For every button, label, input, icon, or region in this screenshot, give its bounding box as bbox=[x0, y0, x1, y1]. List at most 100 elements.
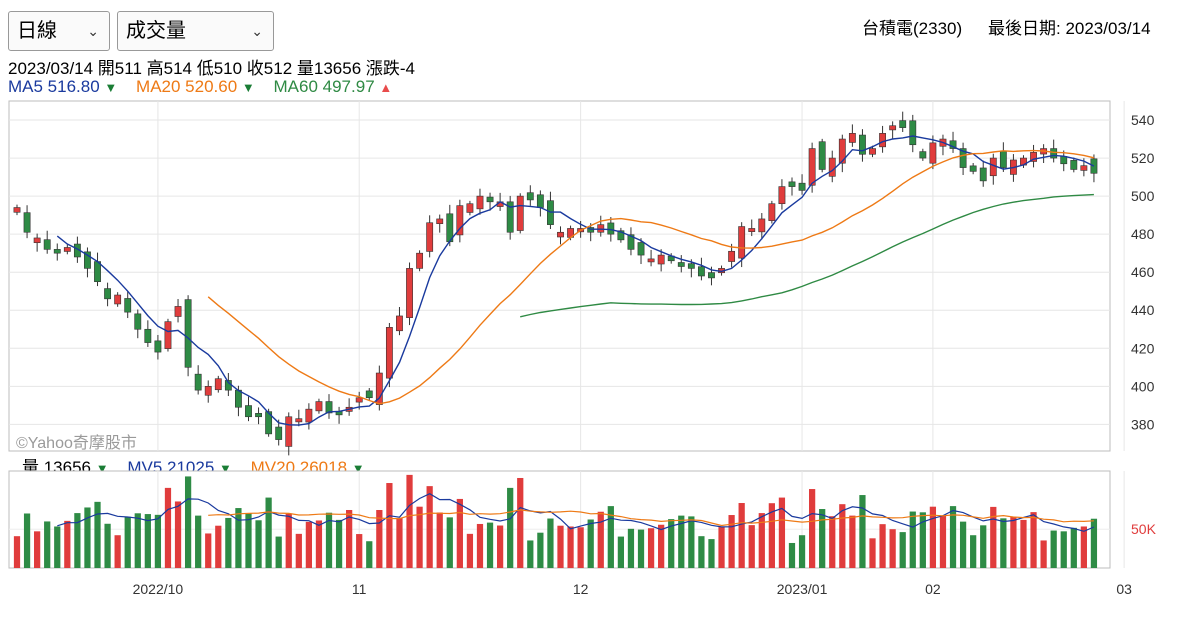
candle-body bbox=[194, 373, 202, 391]
volume-bar bbox=[486, 522, 494, 568]
candle-body bbox=[63, 247, 71, 252]
candle-body bbox=[869, 148, 876, 155]
volume-bar bbox=[225, 517, 232, 568]
volume-bar bbox=[809, 489, 816, 568]
volume-bar bbox=[195, 515, 202, 568]
volume-bar bbox=[285, 513, 292, 568]
volume-bar bbox=[305, 521, 312, 568]
candle-body bbox=[426, 222, 434, 252]
volume-bar bbox=[768, 503, 775, 568]
candle-body bbox=[315, 401, 323, 412]
volume-bar bbox=[990, 506, 997, 568]
candle-body bbox=[536, 194, 544, 208]
candle-body bbox=[778, 186, 786, 205]
volume-bar bbox=[839, 504, 846, 568]
candle-body bbox=[255, 413, 262, 418]
volume-bar bbox=[1090, 518, 1098, 568]
price-tick-label: 460 bbox=[1131, 264, 1155, 280]
volume-bar bbox=[547, 518, 554, 568]
candle-body bbox=[375, 372, 383, 405]
ma-legend: MA5 516.80 ▼ MA20 520.60 ▼ MA60 497.97 ▲ bbox=[8, 77, 392, 97]
volume-bar bbox=[84, 507, 91, 568]
price-tick-label: 400 bbox=[1131, 378, 1155, 394]
volume-bar bbox=[496, 525, 504, 568]
candle-body bbox=[828, 157, 836, 177]
ma60-line bbox=[520, 193, 1094, 318]
volume-bar bbox=[54, 526, 61, 568]
volume-bar bbox=[386, 483, 393, 568]
candle-body bbox=[909, 120, 917, 146]
volume-bar bbox=[124, 516, 131, 568]
candle-body bbox=[84, 251, 91, 269]
volume-bar bbox=[144, 514, 151, 568]
candle-body bbox=[406, 268, 413, 318]
triangle-down-icon: ▼ bbox=[104, 80, 118, 95]
price-tick-label: 540 bbox=[1131, 112, 1155, 128]
price-tick-label: 380 bbox=[1131, 416, 1155, 432]
volume-bar bbox=[617, 536, 625, 568]
volume-bar bbox=[154, 514, 162, 568]
volume-bar bbox=[889, 529, 896, 568]
price-tick-label: 480 bbox=[1131, 226, 1155, 242]
volume-bar bbox=[597, 511, 604, 568]
candle-body bbox=[365, 390, 373, 399]
candle-body bbox=[597, 224, 605, 233]
candle-body bbox=[859, 134, 866, 155]
volume-bar bbox=[929, 506, 937, 568]
candle-body bbox=[687, 263, 695, 269]
volume-bar bbox=[899, 532, 906, 568]
volume-bar bbox=[637, 529, 645, 568]
candle-body bbox=[23, 212, 31, 233]
volume-bar bbox=[718, 527, 725, 568]
volume-bar bbox=[698, 536, 705, 568]
volume-bar bbox=[134, 513, 141, 568]
volume-bar bbox=[879, 524, 886, 568]
volume-bar bbox=[436, 512, 443, 568]
volume-bar bbox=[1080, 526, 1087, 568]
candle-body bbox=[959, 148, 967, 168]
candle-body bbox=[305, 408, 313, 423]
volume-bar bbox=[738, 503, 745, 568]
volume-bar bbox=[788, 542, 796, 568]
volume-bar bbox=[1070, 527, 1077, 568]
volume-bar bbox=[507, 487, 514, 568]
candle-body bbox=[13, 207, 21, 213]
candle-body bbox=[214, 378, 222, 391]
volume-bar bbox=[819, 509, 826, 568]
candle-body bbox=[1070, 160, 1078, 170]
volume-bar bbox=[94, 501, 101, 568]
candle-body bbox=[798, 182, 806, 191]
price-tick-label: 500 bbox=[1131, 188, 1155, 204]
candle-body bbox=[124, 298, 132, 313]
volume-bar bbox=[567, 526, 574, 568]
ma60-label: MA60 497.97 bbox=[273, 77, 375, 96]
volume-bar bbox=[406, 474, 413, 568]
price-tick-label: 420 bbox=[1131, 340, 1155, 356]
volume-bar bbox=[205, 533, 212, 568]
volume-bar bbox=[74, 513, 81, 568]
volume-bar bbox=[416, 506, 423, 568]
volume-bar bbox=[245, 513, 252, 568]
candle-body bbox=[879, 133, 886, 148]
volume-bar bbox=[688, 516, 695, 568]
candle-body bbox=[979, 167, 987, 182]
volume-bar bbox=[607, 506, 614, 568]
volume-bar bbox=[728, 515, 735, 568]
volume-tick-label: 50K bbox=[1131, 521, 1157, 537]
indicator-select[interactable]: 成交量 ⌄ bbox=[117, 11, 274, 51]
candle-body bbox=[788, 181, 796, 187]
period-select[interactable]: 日線 ⌄ bbox=[8, 11, 110, 51]
candle-body bbox=[1080, 165, 1088, 171]
volume-bar bbox=[647, 528, 655, 568]
candle-body bbox=[708, 272, 715, 279]
chevron-down-icon: ⌄ bbox=[251, 23, 263, 39]
candle-body bbox=[154, 340, 162, 353]
volume-bar bbox=[315, 520, 323, 568]
volume-bar bbox=[829, 516, 836, 568]
candle-body bbox=[627, 234, 635, 250]
volume-bar bbox=[426, 486, 433, 568]
volume-bar bbox=[1020, 519, 1027, 568]
candle-body bbox=[355, 397, 363, 403]
volume-bar bbox=[939, 516, 947, 568]
candle-body bbox=[969, 165, 977, 172]
